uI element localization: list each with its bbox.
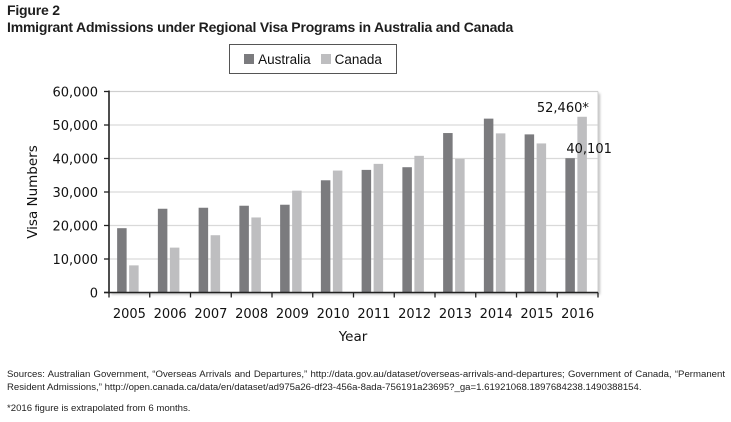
bar-canada-2009 — [292, 190, 302, 293]
x-tick-label: 2008 — [235, 307, 268, 322]
bar-canada-2006 — [169, 247, 180, 293]
x-tick-label: 2010 — [317, 307, 350, 322]
y-axis-title: Visa Numbers — [25, 145, 41, 239]
bar-australia-2015 — [524, 134, 535, 293]
x-tick-label: 2014 — [480, 307, 513, 322]
footnote: *2016 figure is extrapolated from 6 mont… — [7, 403, 191, 414]
legend-label-australia: Australia — [258, 51, 311, 67]
bar-australia-2010 — [320, 180, 331, 293]
chart-legend: Australia Canada — [229, 44, 397, 74]
bar-canada-2016 — [577, 116, 587, 293]
bar-canada-2013 — [455, 158, 465, 293]
bar-australia-2007 — [198, 207, 209, 293]
bar-australia-2014 — [483, 118, 494, 293]
bar-canada-2005 — [129, 265, 139, 293]
bar-australia-2005 — [117, 228, 127, 293]
sources-text: Sources: Australian Government, “Oversea… — [7, 369, 725, 393]
x-tick-label: 2016 — [561, 307, 594, 322]
y-tick-label: 40,000 — [53, 153, 99, 168]
figure-label: Figure 2 — [7, 2, 60, 18]
bar-canada-2012 — [414, 155, 424, 293]
x-tick-label: 2011 — [357, 307, 390, 322]
bar-australia-2006 — [157, 208, 168, 293]
bar-australia-2013 — [443, 133, 453, 293]
figure-title: Immigrant Admissions under Regional Visa… — [7, 19, 514, 35]
bar-australia-2008 — [239, 205, 249, 293]
bar-chart: 0 10,000 20,000 30,000 40,000 50,000 60,000 20… — [25, 86, 612, 346]
bar-canada-2015 — [536, 143, 547, 293]
bar-australia-2009 — [280, 204, 290, 293]
x-axis-title: Year — [338, 329, 368, 345]
data-label-canada-2016: 52,460* — [537, 101, 589, 116]
bar-canada-2010 — [332, 170, 343, 293]
x-tick-label: 2013 — [439, 307, 472, 322]
y-tick-label: 50,000 — [53, 119, 99, 134]
y-tick-label: 0 — [90, 287, 98, 302]
x-tick-label: 2009 — [276, 307, 309, 322]
legend-item-australia: Australia — [244, 52, 311, 67]
x-tick-label: 2007 — [194, 307, 227, 322]
y-tick-label: 10,000 — [53, 253, 99, 268]
legend-label-canada: Canada — [334, 51, 382, 67]
y-tick-label: 60,000 — [53, 86, 99, 101]
y-tick-label: 30,000 — [53, 186, 99, 201]
y-tick-label: 20,000 — [53, 220, 99, 235]
bar-canada-2008 — [251, 217, 261, 293]
bar-australia-2016 — [565, 158, 575, 293]
bar-australia-2011 — [361, 169, 372, 293]
bar-canada-2014 — [495, 133, 506, 293]
legend-item-canada: Canada — [320, 51, 382, 67]
bar-australia-2012 — [402, 167, 412, 293]
bar-canada-2011 — [373, 163, 384, 293]
legend-swatch-australia — [244, 54, 255, 64]
x-tick-label: 2005 — [113, 307, 146, 322]
bar-canada-2007 — [210, 235, 221, 293]
x-tick-label: 2012 — [398, 307, 431, 322]
x-tick-label: 2015 — [520, 307, 553, 322]
x-tick-label: 2006 — [154, 307, 187, 322]
data-label-australia-2016: 40,101 — [566, 142, 612, 157]
legend-swatch-canada — [320, 54, 331, 64]
